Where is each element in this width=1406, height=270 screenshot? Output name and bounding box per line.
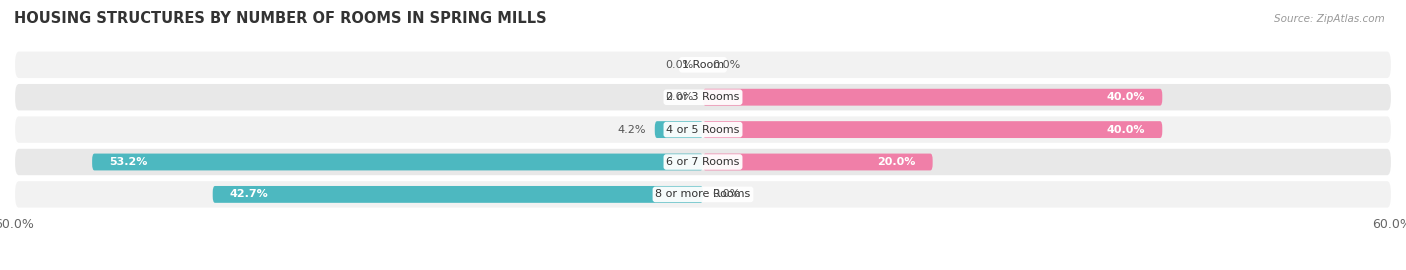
Text: 0.0%: 0.0% xyxy=(665,60,693,70)
FancyBboxPatch shape xyxy=(703,89,1163,106)
Text: Source: ZipAtlas.com: Source: ZipAtlas.com xyxy=(1274,14,1385,23)
Text: 40.0%: 40.0% xyxy=(1107,92,1144,102)
FancyBboxPatch shape xyxy=(14,83,1392,112)
FancyBboxPatch shape xyxy=(655,121,703,138)
Legend: Owner-occupied, Renter-occupied: Owner-occupied, Renter-occupied xyxy=(572,266,834,270)
Text: 20.0%: 20.0% xyxy=(877,157,915,167)
FancyBboxPatch shape xyxy=(703,121,1163,138)
Text: 8 or more Rooms: 8 or more Rooms xyxy=(655,189,751,200)
Text: 4.2%: 4.2% xyxy=(617,124,645,135)
FancyBboxPatch shape xyxy=(14,115,1392,144)
Text: 0.0%: 0.0% xyxy=(665,92,693,102)
FancyBboxPatch shape xyxy=(14,148,1392,176)
Text: 0.0%: 0.0% xyxy=(713,189,741,200)
Text: 6 or 7 Rooms: 6 or 7 Rooms xyxy=(666,157,740,167)
FancyBboxPatch shape xyxy=(703,154,932,170)
FancyBboxPatch shape xyxy=(14,180,1392,209)
Text: 2 or 3 Rooms: 2 or 3 Rooms xyxy=(666,92,740,102)
Text: 53.2%: 53.2% xyxy=(110,157,148,167)
FancyBboxPatch shape xyxy=(93,154,703,170)
Text: 42.7%: 42.7% xyxy=(231,189,269,200)
Text: 40.0%: 40.0% xyxy=(1107,124,1144,135)
Text: HOUSING STRUCTURES BY NUMBER OF ROOMS IN SPRING MILLS: HOUSING STRUCTURES BY NUMBER OF ROOMS IN… xyxy=(14,11,547,26)
FancyBboxPatch shape xyxy=(14,50,1392,79)
Text: 1 Room: 1 Room xyxy=(682,60,724,70)
FancyBboxPatch shape xyxy=(212,186,703,203)
Text: 4 or 5 Rooms: 4 or 5 Rooms xyxy=(666,124,740,135)
Text: 0.0%: 0.0% xyxy=(713,60,741,70)
